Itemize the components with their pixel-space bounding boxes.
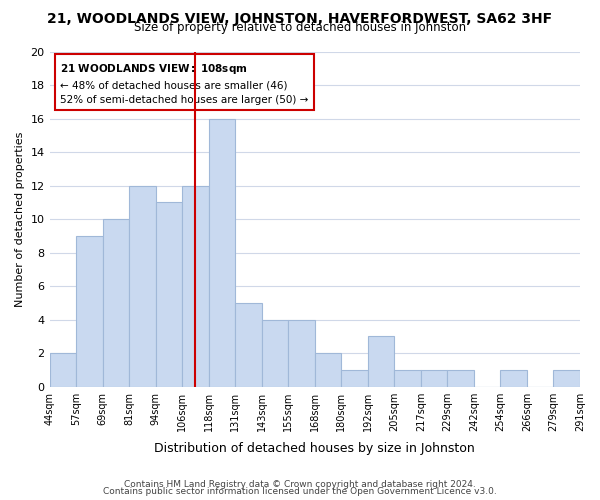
Bar bbox=[76, 236, 103, 386]
Bar bbox=[288, 320, 315, 386]
Bar bbox=[368, 336, 394, 386]
Bar bbox=[448, 370, 474, 386]
Bar bbox=[129, 186, 155, 386]
Bar bbox=[182, 186, 209, 386]
Bar bbox=[394, 370, 421, 386]
Bar bbox=[155, 202, 182, 386]
Text: $\bf{21\ WOODLANDS\ VIEW:\ 108sqm}$
← 48% of detached houses are smaller (46)
52: $\bf{21\ WOODLANDS\ VIEW:\ 108sqm}$ ← 48… bbox=[60, 62, 308, 105]
Text: Contains HM Land Registry data © Crown copyright and database right 2024.: Contains HM Land Registry data © Crown c… bbox=[124, 480, 476, 489]
Bar bbox=[50, 353, 76, 386]
Bar bbox=[500, 370, 527, 386]
Y-axis label: Number of detached properties: Number of detached properties bbox=[15, 132, 25, 307]
Bar bbox=[262, 320, 288, 386]
Bar bbox=[553, 370, 580, 386]
Bar bbox=[235, 303, 262, 386]
Text: 21, WOODLANDS VIEW, JOHNSTON, HAVERFORDWEST, SA62 3HF: 21, WOODLANDS VIEW, JOHNSTON, HAVERFORDW… bbox=[47, 12, 553, 26]
X-axis label: Distribution of detached houses by size in Johnston: Distribution of detached houses by size … bbox=[154, 442, 475, 455]
Bar bbox=[421, 370, 448, 386]
Bar bbox=[209, 118, 235, 386]
Text: Contains public sector information licensed under the Open Government Licence v3: Contains public sector information licen… bbox=[103, 487, 497, 496]
Bar bbox=[315, 353, 341, 386]
Bar bbox=[341, 370, 368, 386]
Text: Size of property relative to detached houses in Johnston: Size of property relative to detached ho… bbox=[134, 22, 466, 35]
Bar bbox=[103, 219, 129, 386]
